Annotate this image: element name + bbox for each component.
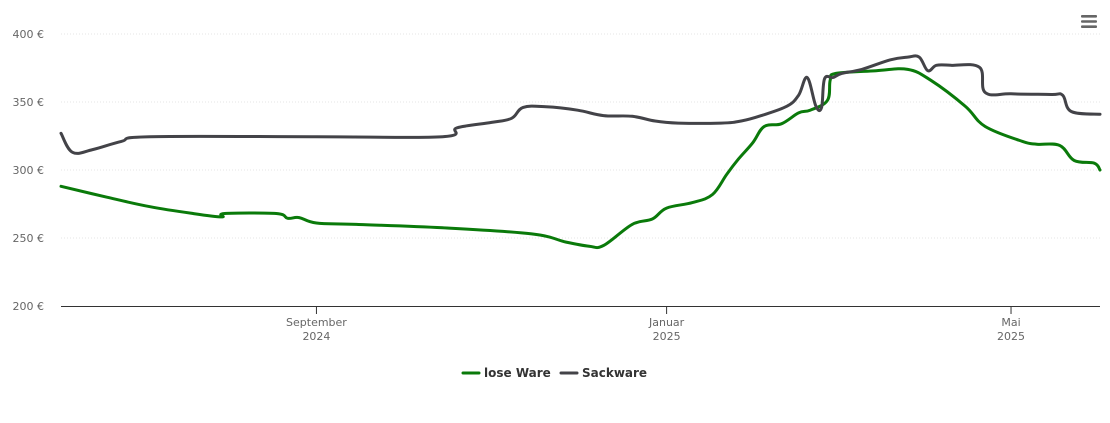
legend-label: lose Ware <box>484 366 551 380</box>
x-tick-label-month: Mai <box>1001 316 1020 329</box>
series-line-sackware <box>59 54 1102 155</box>
chart-menu-button[interactable] <box>1076 10 1100 32</box>
legend-item-sackware[interactable]: Sackware <box>559 366 647 380</box>
series-line-lose-ware <box>59 67 1102 250</box>
y-axis: 200 € 250 € 300 € 350 € 400 € <box>13 28 45 313</box>
x-tick-label-year: 2025 <box>653 330 681 343</box>
legend: lose Ware Sackware <box>461 366 647 380</box>
legend-label: Sackware <box>582 366 647 380</box>
y-tick-label: 400 € <box>13 28 45 41</box>
y-tick-label: 200 € <box>13 300 45 313</box>
y-tick-label: 300 € <box>13 164 45 177</box>
x-tick-label-year: 2024 <box>302 330 330 343</box>
grid-lines <box>61 33 1100 239</box>
plot-area <box>59 54 1102 250</box>
hamburger-menu-icon <box>1081 15 1097 28</box>
x-tick-label-month: September <box>286 316 347 329</box>
x-tick-label-year: 2025 <box>997 330 1025 343</box>
y-tick-label: 350 € <box>13 96 45 109</box>
legend-item-lose-ware[interactable]: lose Ware <box>461 366 551 380</box>
x-tick-label-month: Januar <box>648 316 685 329</box>
y-tick-label: 250 € <box>13 232 45 245</box>
